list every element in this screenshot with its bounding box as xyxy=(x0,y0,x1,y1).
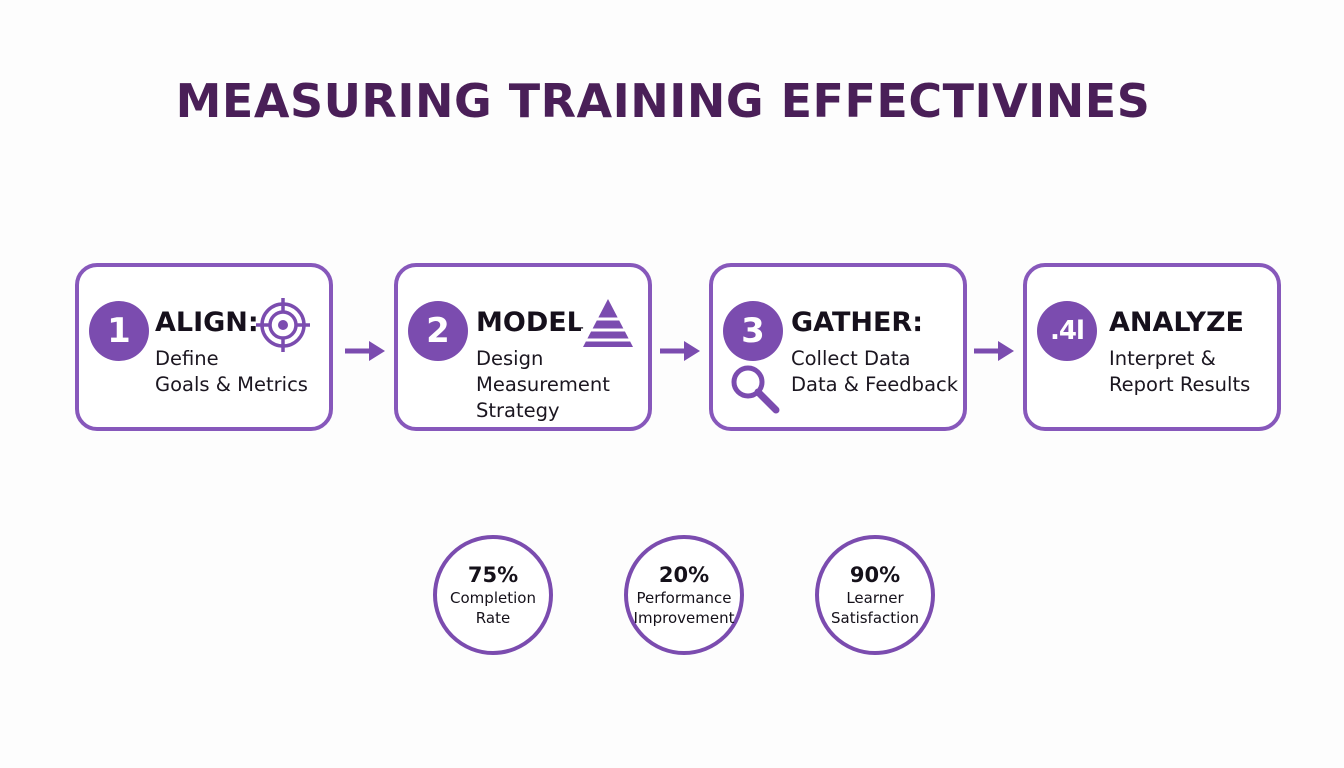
stat-label-line: Learner xyxy=(846,589,904,607)
step-heading: MODEL xyxy=(476,307,584,338)
step-card-gather: 3 GATHER: Collect Data Data & Feedback xyxy=(709,263,967,431)
step-description-line: Design xyxy=(476,347,544,370)
stat-completion-rate: 75% Completion Rate xyxy=(433,535,553,655)
step-heading: GATHER: xyxy=(791,307,924,338)
step-description-line: Interpret & xyxy=(1109,347,1216,370)
page-title: MEASURING TRAINING EFFECTIVINES xyxy=(175,74,1151,128)
step-heading: ANALYZE xyxy=(1109,307,1244,338)
target-icon xyxy=(256,298,310,352)
arrow-right-icon xyxy=(345,341,385,361)
stat-value: 20% xyxy=(658,563,710,587)
stat-performance-improvement: 20% Performance Improvement xyxy=(624,535,744,655)
step-description: Collect Data Data & Feedback xyxy=(791,346,958,398)
step-description: Define Goals & Metrics xyxy=(155,346,308,398)
step-description-line: Data & Feedback xyxy=(791,373,959,396)
step-description-line: Measurement xyxy=(476,373,610,396)
step-heading: ALIGN: xyxy=(155,307,259,338)
step-description: Interpret & Report Results xyxy=(1109,346,1250,398)
step-card-model: 2 MODEL Design Measurement Strategy xyxy=(394,263,652,431)
magnifier-icon xyxy=(731,365,780,414)
stat-label-line: Performance xyxy=(636,589,732,607)
step-description-line: Report Results xyxy=(1109,373,1251,396)
step-card-align: 1 ALIGN: Define Goals & Metrics xyxy=(75,263,333,431)
stat-learner-satisfaction: 90% Learner Satisfaction xyxy=(815,535,935,655)
step-card-analyze: .4l ANALYZE Interpret & Report Results xyxy=(1023,263,1281,431)
step-number-badge: .4l xyxy=(1037,301,1097,361)
arrow-right-icon xyxy=(660,341,700,361)
stat-label-line: Improvement xyxy=(633,609,735,627)
stat-value: 90% xyxy=(849,563,901,587)
step-description: Design Measurement Strategy xyxy=(476,346,610,424)
step-number-badge: 2 xyxy=(408,301,468,361)
step-description-line: Goals & Metrics xyxy=(155,373,308,396)
stat-label-line: Completion xyxy=(450,589,536,607)
step-number-badge: 1 xyxy=(89,301,149,361)
step-description-line: Strategy xyxy=(476,399,560,422)
step-description-line: Collect Data xyxy=(791,347,911,370)
step-number-badge: 3 xyxy=(723,301,783,361)
stat-label-line: Rate xyxy=(475,609,511,627)
stat-value: 75% xyxy=(467,563,519,587)
pyramid-icon xyxy=(581,299,635,347)
arrow-right-icon xyxy=(974,341,1014,361)
step-description-line: Define xyxy=(155,347,219,370)
stat-label-line: Satisfaction xyxy=(830,609,920,627)
